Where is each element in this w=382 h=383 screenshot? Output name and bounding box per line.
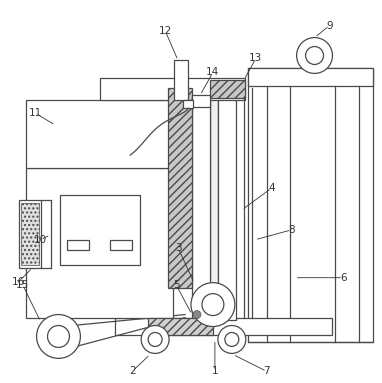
Text: 1: 1 <box>212 367 218 376</box>
Text: 8: 8 <box>288 225 295 235</box>
Text: 4: 4 <box>269 183 275 193</box>
Circle shape <box>296 38 332 74</box>
Bar <box>183 100 193 108</box>
Circle shape <box>191 283 235 326</box>
Bar <box>68 240 89 250</box>
Bar <box>192 88 210 319</box>
Text: 12: 12 <box>159 26 172 36</box>
Text: 5: 5 <box>173 280 180 290</box>
Text: 6: 6 <box>340 273 347 283</box>
Bar <box>174 61 188 100</box>
Bar <box>115 318 332 336</box>
Bar <box>148 318 213 336</box>
Text: 13: 13 <box>249 54 262 64</box>
Circle shape <box>306 46 324 64</box>
Text: 16: 16 <box>12 277 25 286</box>
Text: 11: 11 <box>29 108 42 118</box>
Bar <box>21 203 39 265</box>
Text: 3: 3 <box>175 243 181 253</box>
Bar <box>210 88 218 319</box>
Circle shape <box>218 326 246 354</box>
Text: 7: 7 <box>264 367 270 376</box>
Text: 14: 14 <box>206 67 220 77</box>
Circle shape <box>193 311 201 319</box>
Text: 9: 9 <box>326 21 333 31</box>
Text: 15: 15 <box>16 280 29 290</box>
Circle shape <box>141 326 169 354</box>
Text: 10: 10 <box>34 235 47 245</box>
Circle shape <box>202 294 224 316</box>
Bar <box>192 95 210 107</box>
Bar <box>26 168 173 318</box>
Bar <box>210 80 245 98</box>
Text: 2: 2 <box>129 367 136 376</box>
Bar <box>110 240 132 250</box>
Bar <box>60 195 140 265</box>
Circle shape <box>37 314 80 358</box>
Bar <box>248 69 373 342</box>
Bar <box>218 88 236 319</box>
Circle shape <box>47 326 70 347</box>
Circle shape <box>225 332 239 347</box>
Bar <box>100 79 245 100</box>
Bar <box>168 88 192 288</box>
Bar <box>248 69 373 87</box>
Circle shape <box>148 332 162 347</box>
Bar <box>26 100 173 168</box>
Bar <box>19 200 40 268</box>
